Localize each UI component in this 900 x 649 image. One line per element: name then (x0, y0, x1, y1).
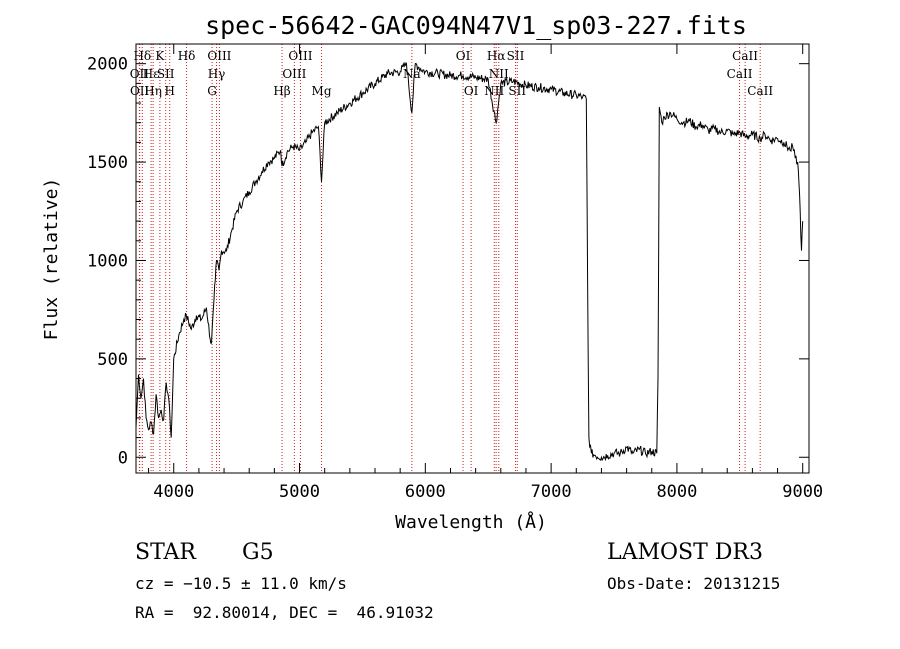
emission-line-label-6: SII (157, 67, 175, 81)
emission-line-label-16: Na (403, 67, 421, 81)
emission-line-label-20: SII (507, 49, 525, 63)
emission-line-label-17: OI (456, 49, 471, 63)
obs-date: Obs-Date: 20131215 (607, 574, 781, 593)
x-tick-label-1: 5000 (279, 482, 320, 502)
survey-label: LAMOST DR3 (607, 540, 763, 565)
plot-frame (135, 43, 810, 474)
emission-line-label-18: OI (464, 84, 479, 98)
y-axis-title: Flux (relative) (41, 178, 62, 341)
emission-line-label-11: G (207, 84, 217, 98)
x-tick-label-0: 4000 (153, 482, 194, 502)
emission-line-label-15: Mg (312, 84, 332, 98)
coordinates: RA = 92.80014, DEC = 46.91032 (135, 603, 434, 622)
emission-line-label-0: Hδ (133, 49, 151, 63)
emission-line-label-2: OII (130, 84, 150, 98)
emission-line-label-9: OIII (207, 49, 231, 63)
y-tick-label-4: 2000 (87, 55, 128, 75)
emission-line-label-10: Hγ (208, 67, 226, 81)
chart-title: spec-56642-GAC094N47V1_sp03-227.fits (205, 11, 747, 40)
redshift-line: cz = −10.5 ± 11.0 km/s (135, 574, 347, 593)
x-tick-label-4: 8000 (656, 482, 697, 502)
spectrum-series (135, 61, 804, 462)
x-tick-label-5: 9000 (782, 482, 823, 502)
emission-line-label-3: Hε (143, 67, 160, 81)
y-tick-label-2: 1000 (87, 251, 128, 271)
emission-line-label-7: H (164, 84, 174, 98)
emission-line-label-4: Hη (144, 84, 162, 98)
y-tick-label-0: 0 (118, 448, 128, 468)
emission-line-label-22: NII (484, 84, 504, 98)
x-tick-label-2: 6000 (405, 482, 446, 502)
y-axis: 0 500 1000 1500 2000 (87, 55, 809, 468)
x-axis: 4000 5000 6000 7000 8000 9000 (148, 44, 823, 502)
x-tick-label-3: 7000 (531, 482, 572, 502)
series-line-0 (135, 61, 804, 462)
emission-line-label-14: OIII (282, 67, 306, 81)
emission-line-label-19: Hα (487, 49, 506, 63)
emission-line-label-5: K (155, 49, 165, 63)
emission-line-label-24: CaII (732, 49, 758, 63)
emission-line-label-25: CaII (727, 67, 753, 81)
emission-line-label-12: Hβ (273, 84, 290, 98)
emission-line-label-26: CaII (747, 84, 773, 98)
y-tick-label-1: 500 (97, 350, 128, 370)
emission-line-label-13: OIII (288, 49, 312, 63)
object-class: STAR (135, 540, 196, 565)
x-axis-title: Wavelength (Å) (395, 511, 547, 533)
object-subclass: G5 (242, 540, 274, 565)
y-tick-label-3: 1500 (87, 153, 128, 173)
emission-line-label-8: Hδ (178, 49, 196, 63)
